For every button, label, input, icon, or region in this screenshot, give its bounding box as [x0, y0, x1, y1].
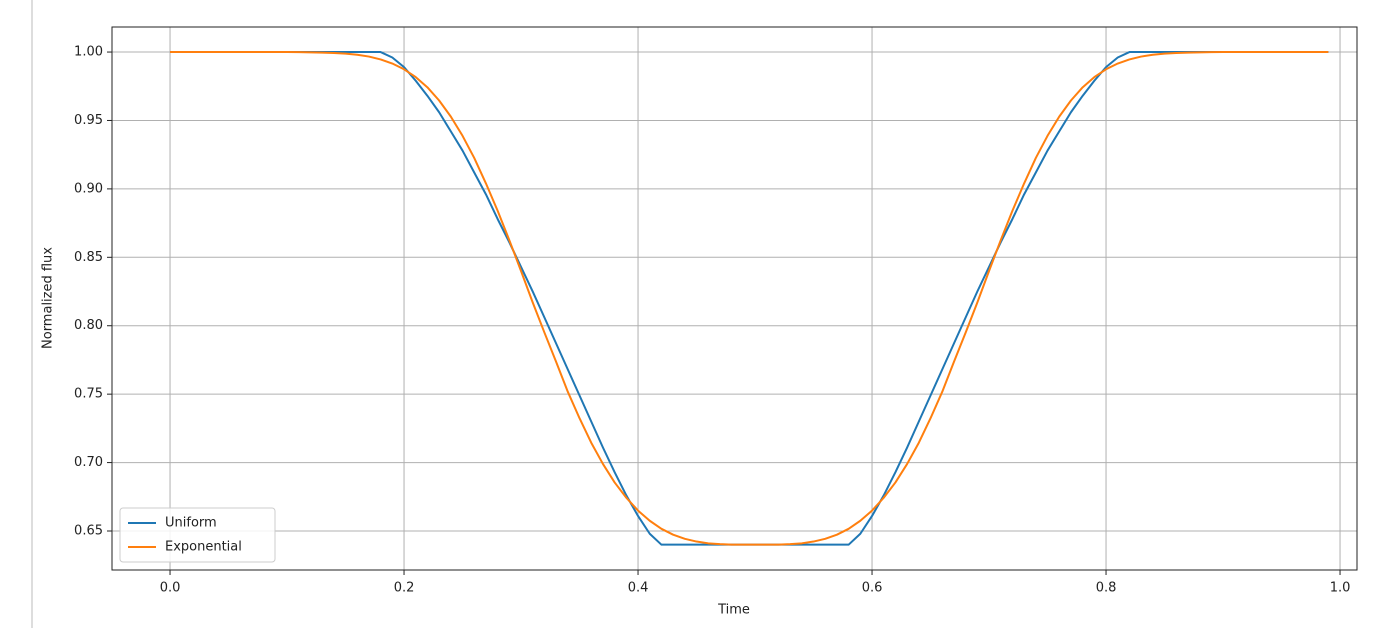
x-tick-label: 0.2	[394, 581, 415, 596]
x-axis-label: Time	[717, 603, 750, 618]
plot: 0.65 0.70 0.75 0.80 0.85 0.90 0.95 1.00 0.0 0.2 0.…	[74, 26, 1358, 596]
legend-label: Uniform	[165, 516, 217, 531]
y-tick-label: 0.90	[74, 181, 103, 196]
x-tick-label: 0.8	[1096, 581, 1117, 596]
x-tick-label: 0.4	[628, 581, 649, 596]
legend-label: Exponential	[165, 540, 242, 555]
series-line	[170, 51, 1329, 546]
y-tick-label: 0.85	[74, 250, 103, 265]
x-tick-label: 0.6	[862, 581, 883, 596]
y-tick-label: 0.95	[74, 113, 103, 128]
y-tick-label: 0.75	[74, 387, 103, 402]
plot-frame	[111, 26, 1358, 571]
y-tick-label: 0.70	[74, 455, 103, 470]
y-axis-label: Normalized flux	[41, 247, 56, 349]
x-tick-label: 1.0	[1330, 581, 1351, 596]
y-tick-label: 0.65	[74, 523, 103, 538]
legend: Uniform Exponential	[119, 507, 276, 563]
series-line	[170, 51, 1329, 546]
legend-box	[119, 507, 276, 563]
y-tick-label: 1.00	[74, 45, 103, 60]
x-tick-label: 0.0	[160, 581, 181, 596]
y-tick-label: 0.80	[74, 318, 103, 333]
